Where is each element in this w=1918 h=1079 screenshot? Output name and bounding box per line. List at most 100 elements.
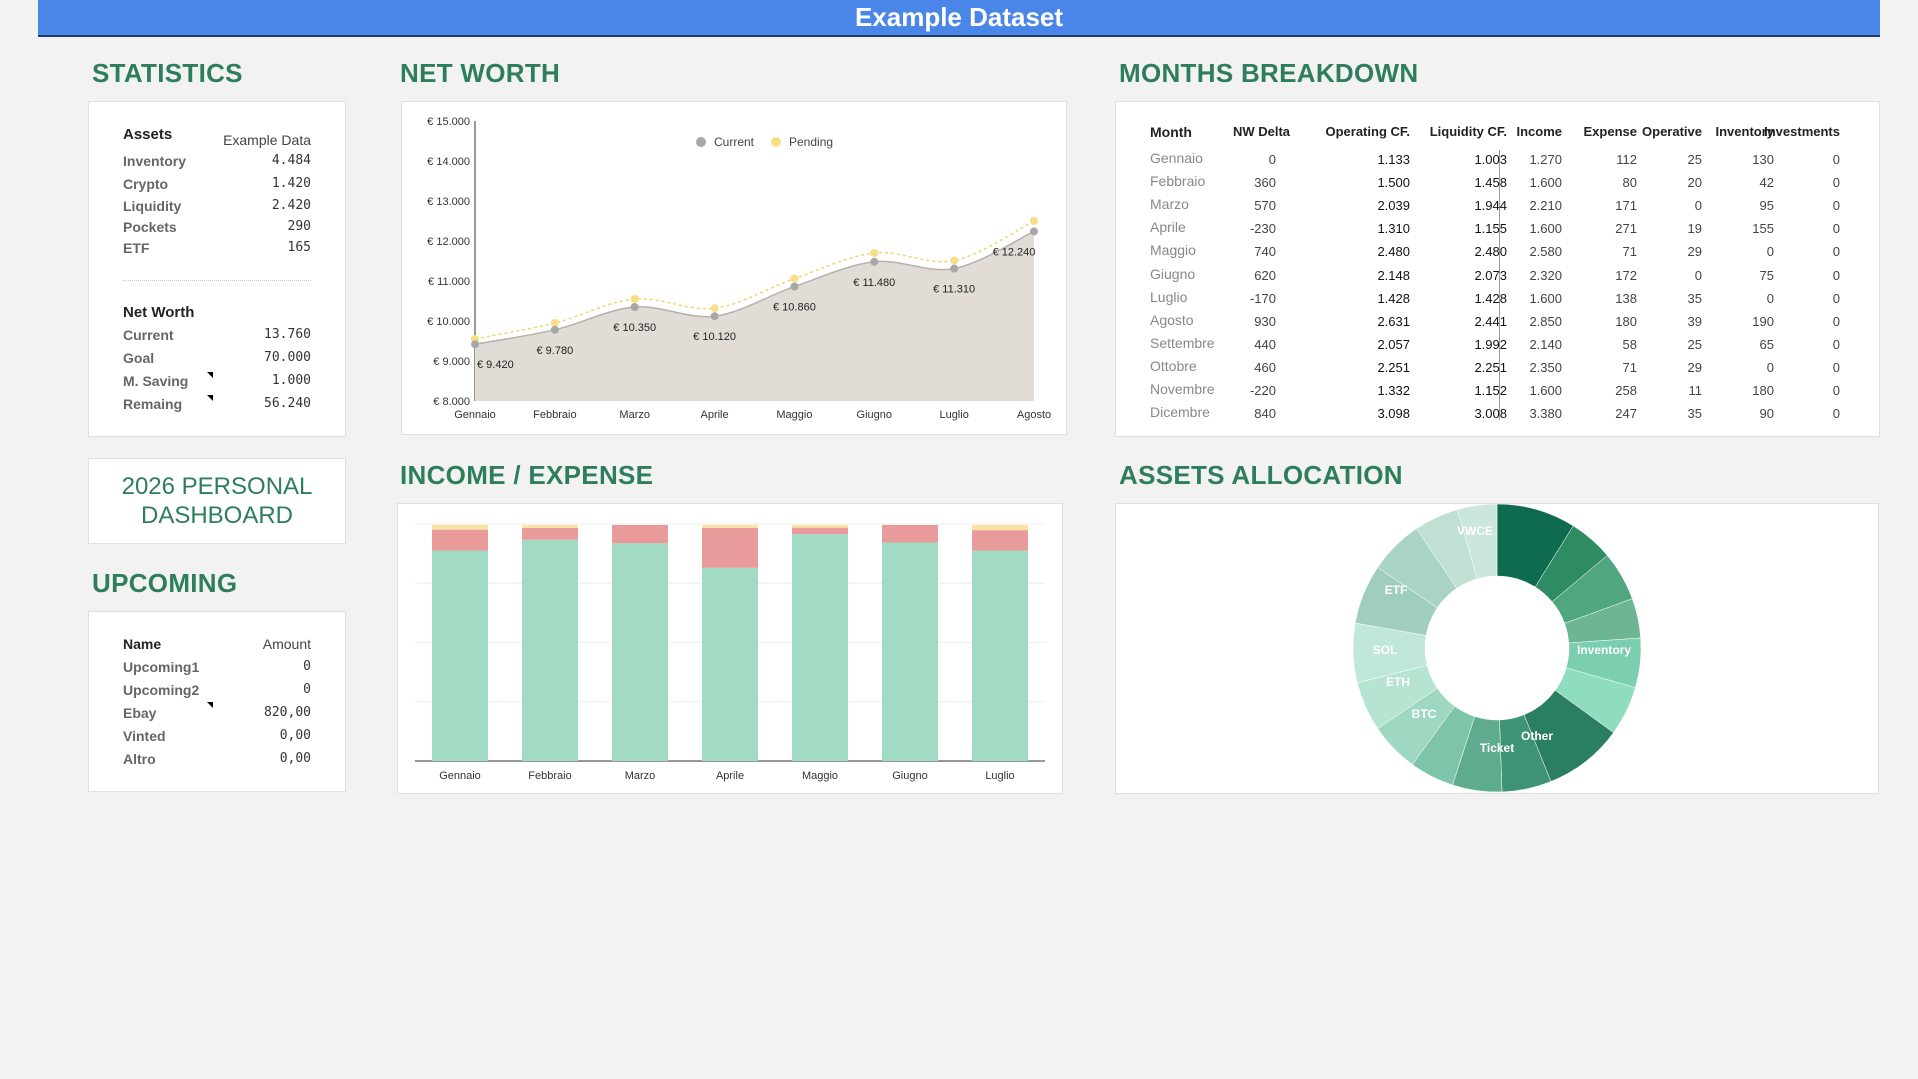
x-tick-label: Marzo [619, 409, 650, 421]
table-cell: 0 [1832, 290, 1840, 306]
net-worth-title: NET WORTH [400, 58, 561, 88]
table-cell: 2.480 [1377, 244, 1410, 260]
net-worth-name: Current [123, 327, 174, 343]
table-cell: 0 [1832, 175, 1840, 191]
x-tick-label: Agosto [1017, 409, 1051, 421]
bar-segment [432, 529, 488, 551]
table-cell: -220 [1249, 383, 1276, 398]
upcoming-title: UPCOMING [92, 568, 238, 598]
upcoming-row: Vinted 0,00 [123, 728, 311, 746]
dashboard-title-line2: DASHBOARD [140, 502, 294, 529]
x-tick-label: Febbraio [528, 770, 571, 782]
table-header: Liquidity CF. [1429, 124, 1507, 139]
table-cell: -230 [1249, 221, 1276, 237]
pending-line [474, 220, 1035, 340]
x-tick-label: Luglio [939, 409, 968, 421]
x-tick-label: Giugno [892, 770, 927, 782]
current-point [471, 340, 479, 349]
comment-marker-icon[interactable] [207, 702, 213, 708]
column-divider [1499, 150, 1500, 420]
table-cell: 740 [1254, 244, 1276, 260]
table-cell: 172 [1615, 267, 1637, 283]
bar-segment [522, 527, 578, 540]
slice-label: VWCE [1457, 524, 1493, 538]
table-cell: 2.148 [1377, 267, 1410, 283]
upcoming-name: Vinted [123, 728, 166, 744]
net-worth-chart: € 8.000 € 9.000 € 10.000 € 11.000 € 12.000 € … [427, 116, 1051, 421]
net-worth-chart-panel: € 8.000 € 9.000 € 10.000 € 11.000 € 12.000 € … [401, 101, 1067, 435]
asset-name: Crypto [123, 176, 169, 192]
table-cell: 2.350 [1529, 359, 1562, 375]
asset-name: Inventory [123, 153, 187, 169]
slice-label: ETH [1386, 675, 1410, 689]
legend-pending-label: Pending [789, 135, 833, 149]
example-data-label: Example Data [223, 132, 311, 148]
slice-label: BTC [1412, 707, 1437, 721]
bar-segment [792, 525, 848, 528]
month-name: Luglio [1150, 288, 1188, 305]
current-point [870, 257, 879, 266]
slice-label: SOL [1373, 643, 1398, 657]
table-header: Investments [1764, 124, 1840, 139]
upcoming-row: Altro 0,00 [123, 751, 311, 769]
table-cell: 71 [1622, 244, 1637, 260]
table-cell: 0 [1766, 359, 1774, 375]
net-worth-row: Goal 70.000 [123, 350, 311, 368]
months-breakdown-panel: Month NW Delta Operating CF. Liquidity CF. I… [1115, 101, 1880, 437]
table-cell: 2.251 [1377, 359, 1410, 375]
current-point [950, 264, 959, 273]
upcoming-amount: 820,00 [264, 705, 311, 720]
assets-allocation-chart: VWCE ETF SOL ETH BTC Ticket Other Inventory [1352, 503, 1642, 793]
month-name: Febbraio [1150, 173, 1206, 190]
table-cell: 620 [1254, 267, 1276, 283]
month-name: Novembre [1150, 381, 1215, 397]
table-cell: 271 [1615, 221, 1637, 237]
assets-allocation-title: ASSETS ALLOCATION [1119, 460, 1403, 490]
upcoming-row: Ebay 820,00 [123, 705, 311, 723]
upcoming-panel: Name Amount Upcoming1 0 Upcoming2 0 Ebay… [88, 611, 346, 792]
table-cell: 1.133 [1377, 152, 1410, 167]
bar-segment [702, 527, 758, 568]
table-cell: 0 [1832, 198, 1840, 214]
comment-marker-icon[interactable] [207, 395, 213, 401]
table-cell: 930 [1254, 313, 1276, 329]
table-cell: 0 [1832, 383, 1840, 398]
table-cell: 2.320 [1529, 267, 1562, 283]
bar-segment [612, 543, 668, 761]
comment-marker-icon[interactable] [207, 372, 213, 378]
asset-row: ETF 165 [123, 240, 311, 258]
table-cell: 1.500 [1377, 175, 1410, 191]
net-worth-heading: Net Worth [123, 304, 195, 321]
table-cell: 1.600 [1529, 221, 1562, 237]
table-header: Operative [1642, 124, 1702, 139]
pending-point [630, 295, 639, 303]
upcoming-name-header: Name [123, 636, 162, 652]
table-cell: 2.631 [1377, 313, 1410, 329]
upcoming-amount: 0,00 [279, 728, 311, 743]
dashboard-title-line1: 2026 PERSONAL [121, 473, 313, 500]
bar-segment [432, 550, 488, 761]
y-tick-label: € 12.000 [427, 236, 470, 248]
data-label: € 11.480 [853, 277, 895, 289]
bar-segment [702, 567, 758, 761]
table-header: NW Delta [1232, 124, 1290, 139]
pending-point [870, 249, 879, 257]
net-worth-value: 56.240 [264, 396, 311, 411]
net-worth-name: Goal [123, 350, 155, 366]
table-cell: 2.057 [1377, 336, 1410, 352]
table-cell: 2.039 [1377, 198, 1410, 214]
bar-segment [972, 550, 1028, 761]
table-cell: 2.441 [1474, 313, 1507, 329]
net-worth-value: 1.000 [271, 373, 311, 388]
dataset-banner: Example Dataset [38, 0, 1880, 37]
upcoming-name: Upcoming2 [123, 682, 200, 698]
slice-label: Other [1521, 729, 1553, 743]
table-cell: 29 [1687, 244, 1702, 260]
table-cell: 29 [1687, 359, 1702, 375]
table-cell: 840 [1254, 406, 1276, 422]
current-point [630, 303, 639, 311]
upcoming-amount: 0 [303, 659, 311, 674]
statistics-panel: Assets Example Data Inventory 4.484 Cryp… [88, 101, 346, 437]
table-cell: 0 [1832, 406, 1840, 422]
months-breakdown-title: MONTHS BREAKDOWN [1119, 58, 1419, 88]
